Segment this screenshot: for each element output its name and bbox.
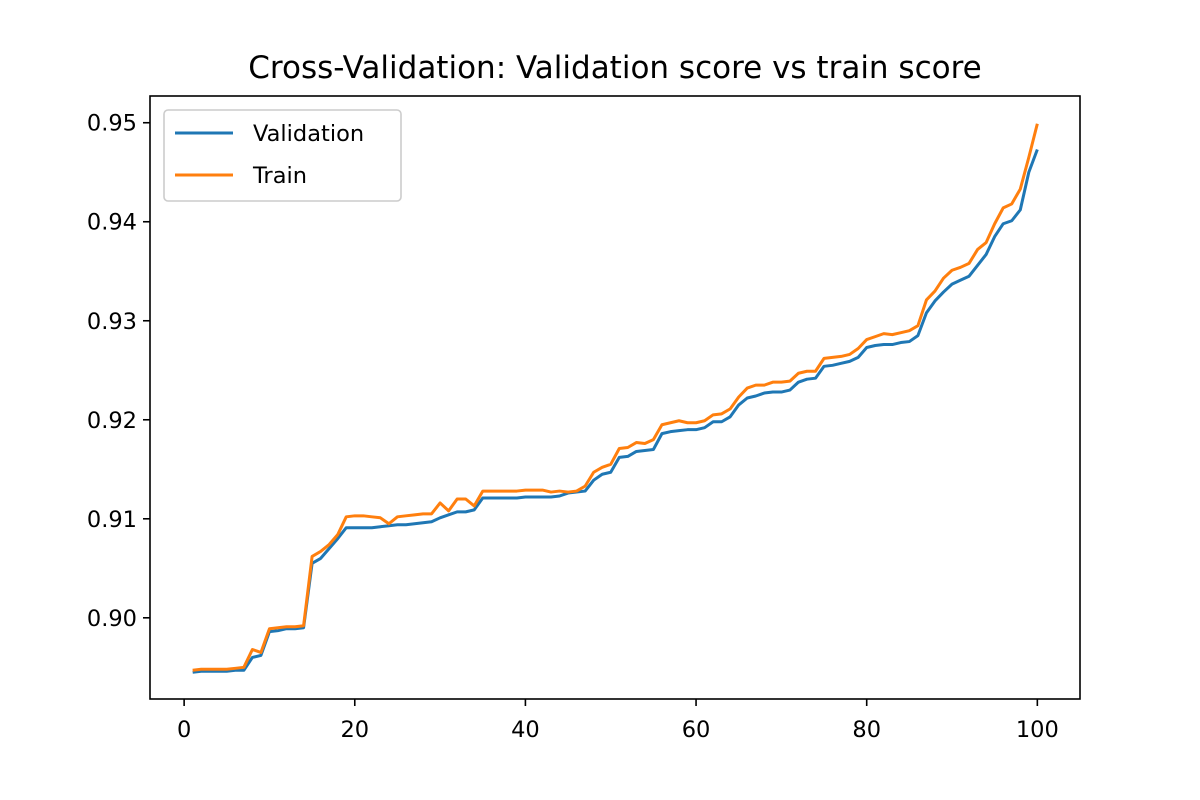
y-tick-label: 0.94 <box>87 210 137 236</box>
x-tick-label: 40 <box>511 717 540 743</box>
x-tick-label: 20 <box>340 717 369 743</box>
plot-area <box>149 95 1081 700</box>
x-tick-label: 60 <box>682 717 711 743</box>
x-tick-label: 80 <box>852 717 881 743</box>
series-line-validation <box>192 148 1039 674</box>
y-tick-label: 0.92 <box>87 408 137 434</box>
y-tick-label: 0.95 <box>87 111 137 137</box>
plot-frame <box>149 95 1081 700</box>
chart-title: Cross-Validation: Validation score vs tr… <box>248 50 981 86</box>
legend: Validation Train <box>163 109 402 202</box>
y-tick-label: 0.90 <box>87 606 137 632</box>
y-tick-label: 0.93 <box>87 309 137 335</box>
series-layer <box>192 123 1039 674</box>
y-tick-label: 0.91 <box>87 507 137 533</box>
legend-label-validation: Validation <box>253 121 364 147</box>
series-line-train <box>192 123 1039 672</box>
legend-label-train: Train <box>252 163 307 189</box>
x-tick-label: 0 <box>177 717 191 743</box>
x-axis: 0 20 40 60 80 100 <box>177 699 1059 743</box>
x-tick-label: 100 <box>1016 717 1059 743</box>
y-axis: 0.90 0.91 0.92 0.93 0.94 0.95 <box>87 111 150 632</box>
